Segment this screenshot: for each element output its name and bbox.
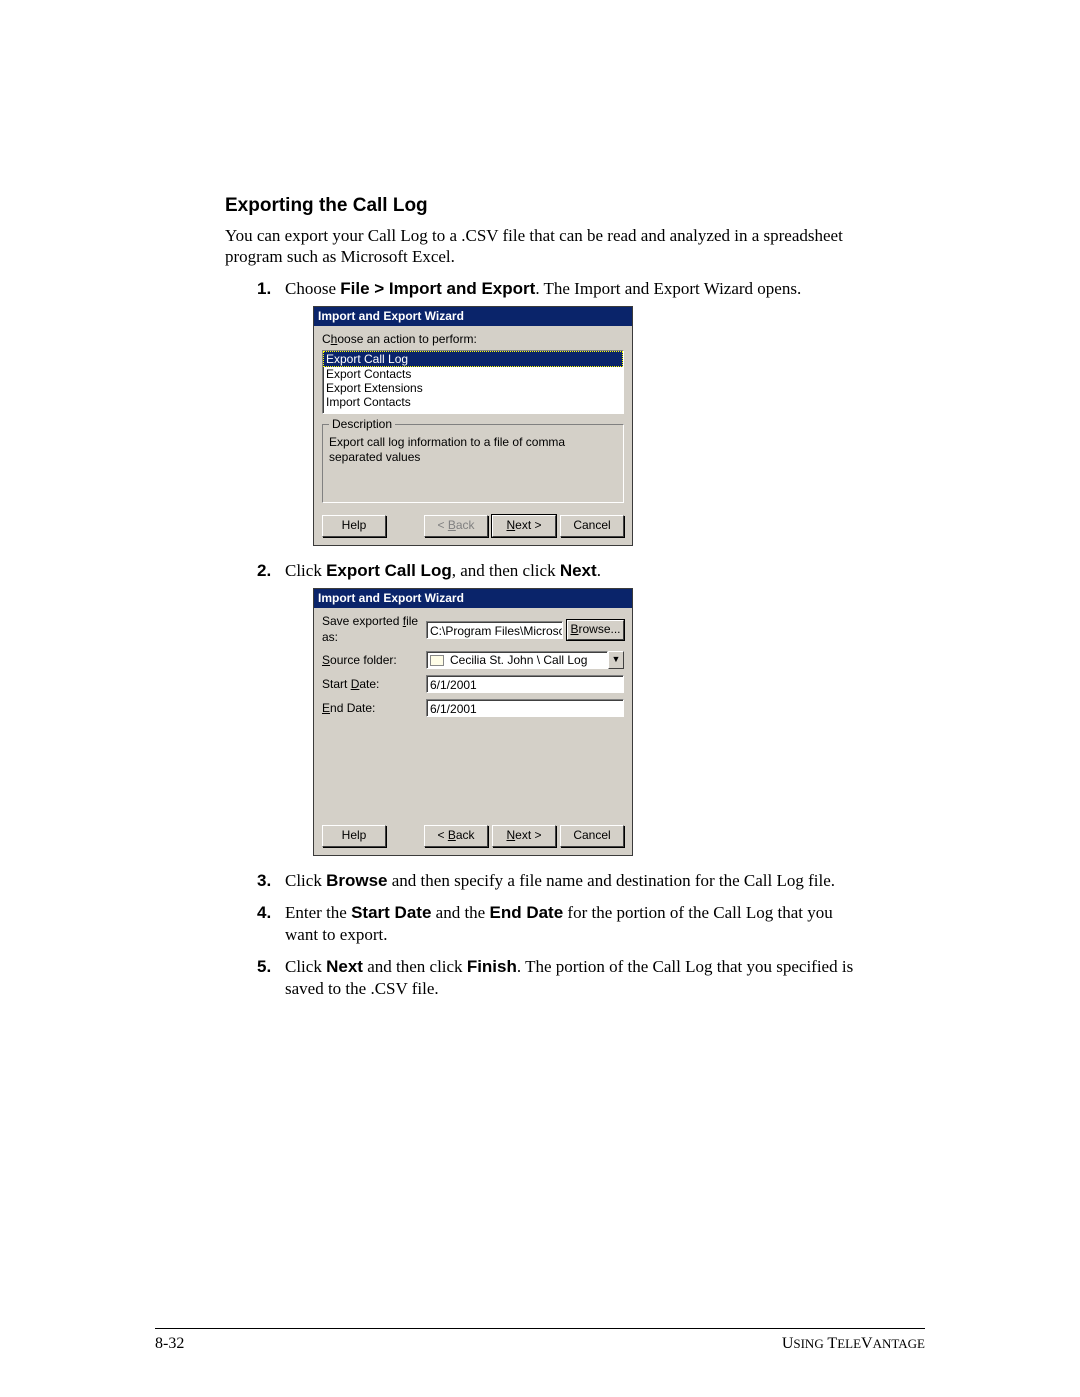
step-2-bold1: Export Call Log [326, 561, 452, 580]
dropdown-arrow-icon[interactable]: ▼ [608, 651, 624, 669]
footer-r3: T [824, 1335, 837, 1352]
save-as-label: Save exported file as: [322, 614, 422, 645]
description-fieldset: Description Export call log information … [322, 424, 624, 503]
help-button[interactable]: Help [322, 515, 386, 537]
footer-r5: V [861, 1335, 873, 1352]
back-button: < Back [424, 515, 488, 537]
browse-button-post: rowse... [579, 622, 621, 636]
step-2-bold2: Next [560, 561, 597, 580]
next-button-2-post: ext > [515, 828, 541, 842]
browse-button[interactable]: Browse... [567, 620, 624, 640]
footer-r2: SING [793, 1336, 823, 1351]
footer-r1: U [782, 1335, 794, 1352]
browse-button-u: B [570, 622, 578, 636]
step-3-number: 3. [257, 870, 271, 892]
step-5: 5. Click Next and then click Finish. The… [257, 956, 855, 1000]
page-number: 8-32 [155, 1335, 184, 1353]
back-button-2-pre: < [437, 828, 447, 842]
step-4-mid: and the [431, 903, 489, 922]
step-2: 2. Click Export Call Log, and then click… [257, 560, 855, 856]
end-date-label-post: nd Date: [330, 701, 375, 715]
folder-icon [430, 655, 444, 666]
step-5-mid: and then click [363, 957, 467, 976]
back-button-post: ack [456, 518, 475, 532]
save-as-input[interactable]: C:\Program Files\Microsoft Office\Office… [426, 621, 563, 639]
step-5-pre: Click [285, 957, 326, 976]
wizard-1: Import and Export Wizard Choose an actio… [313, 306, 633, 546]
step-1-number: 1. [257, 278, 271, 300]
wizard-1-titlebar: Import and Export Wizard [314, 307, 632, 327]
next-button[interactable]: Next > [492, 515, 556, 537]
wizard-2: Import and Export Wizard Save exported f… [313, 588, 633, 856]
source-folder-value: Cecilia St. John \ Call Log [450, 651, 587, 669]
help-button-2[interactable]: Help [322, 825, 386, 847]
source-folder-label: Source folder: [322, 653, 422, 669]
section-title: Exporting the Call Log [225, 195, 855, 217]
step-3-pre: Click [285, 871, 326, 890]
start-date-label: Start Date: [322, 677, 422, 693]
wizard-1-prompt: Choose an action to perform: [322, 332, 624, 348]
step-1-text-pre: Choose [285, 279, 340, 298]
step-1-bold: File > Import and Export [340, 279, 535, 298]
list-item-export-extensions[interactable]: Export Extensions [323, 381, 623, 395]
step-5-number: 5. [257, 956, 271, 978]
back-button-u: B [448, 518, 456, 532]
step-5-bold1: Next [326, 957, 363, 976]
end-date-label: End Date: [322, 701, 422, 717]
list-item-export-contacts[interactable]: Export Contacts [323, 367, 623, 381]
step-3-post: and then specify a file name and destina… [388, 871, 836, 890]
page-footer: 8-32 USING TELEVANTAGE [0, 1328, 1080, 1397]
list-item-import-contacts[interactable]: Import Contacts [323, 395, 623, 409]
step-3-bold: Browse [326, 871, 387, 890]
step-4-bold1: Start Date [351, 903, 431, 922]
list-item-export-call-log[interactable]: Export Call Log [323, 351, 623, 367]
step-4-bold2: End Date [489, 903, 563, 922]
next-button-2[interactable]: Next > [492, 825, 556, 847]
footer-r6: ANTAGE [873, 1336, 925, 1351]
description-legend: Description [329, 417, 395, 433]
cancel-button-2[interactable]: Cancel [560, 825, 624, 847]
intro-paragraph: You can export your Call Log to a .CSV f… [225, 225, 855, 268]
source-folder-label-u: S [322, 653, 330, 667]
step-1: 1. Choose File > Import and Export. The … [257, 278, 855, 546]
source-folder-dropdown[interactable]: Cecilia St. John \ Call Log ▼ [426, 651, 624, 669]
step-3: 3. Click Browse and then specify a file … [257, 870, 855, 892]
step-4: 4. Enter the Start Date and the End Date… [257, 902, 855, 946]
description-text: Export call log information to a file of… [329, 433, 617, 466]
back-button-pre: < [437, 518, 447, 532]
next-button-2-u: N [506, 828, 515, 842]
step-4-pre: Enter the [285, 903, 351, 922]
step-5-bold2: Finish [467, 957, 517, 976]
wizard-2-titlebar: Import and Export Wizard [314, 589, 632, 609]
wizard-1-prompt-pre: C [322, 332, 331, 346]
action-listbox[interactable]: Export Call Log Export Contacts Export E… [322, 350, 624, 414]
start-date-label-post: ate: [359, 677, 379, 691]
end-date-label-u: E [322, 701, 330, 715]
wizard-1-prompt-post: oose an action to perform: [337, 332, 476, 346]
step-2-mid: , and then click [452, 561, 560, 580]
cancel-button[interactable]: Cancel [560, 515, 624, 537]
next-button-u: N [506, 518, 515, 532]
next-button-post: ext > [515, 518, 541, 532]
footer-rule [155, 1328, 925, 1329]
end-date-input[interactable]: 6/1/2001 [426, 699, 624, 717]
back-button-2-post: ack [456, 828, 475, 842]
back-button-2[interactable]: < Back [424, 825, 488, 847]
footer-right-text: USING TELEVANTAGE [782, 1335, 925, 1353]
footer-r4: ELE [837, 1336, 861, 1351]
start-date-input[interactable]: 6/1/2001 [426, 675, 624, 693]
step-1-text-post: . The Import and Export Wizard opens. [535, 279, 801, 298]
start-date-label-pre: Start [322, 677, 351, 691]
step-2-number: 2. [257, 560, 271, 582]
step-4-number: 4. [257, 902, 271, 924]
step-2-pre: Click [285, 561, 326, 580]
step-2-post: . [597, 561, 601, 580]
save-as-label-pre: Save exported [322, 614, 403, 628]
back-button-2-u: B [448, 828, 456, 842]
source-folder-label-post: ource folder: [330, 653, 397, 667]
